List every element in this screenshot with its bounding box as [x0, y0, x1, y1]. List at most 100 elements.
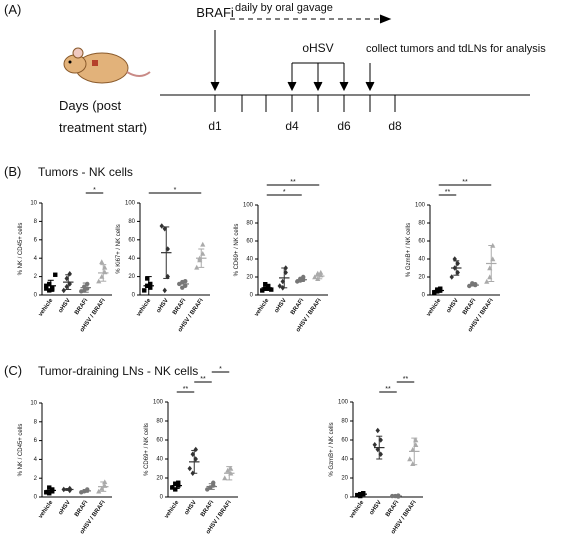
data-point: [355, 492, 360, 498]
x-tick-label: oHSV: [58, 298, 72, 315]
panel-title: Tumors - NK cells: [38, 165, 133, 179]
y-tick-label: 0: [160, 495, 164, 501]
significance-label: **: [445, 189, 451, 196]
panel-title: Tumor-draining LNs - NK cells: [38, 364, 198, 378]
y-tick-label: 0: [250, 293, 254, 299]
x-tick-label: BRAFi: [74, 499, 90, 518]
mouse-icon: [63, 47, 151, 84]
ohsv-label: oHSV: [302, 41, 333, 55]
data-point: [263, 282, 268, 287]
y-tick-label: 80: [128, 219, 135, 225]
y-tick-label: 100: [153, 400, 164, 406]
daily-label: daily by oral gavage: [235, 2, 333, 14]
y-tick-label: 60: [156, 438, 163, 444]
y-axis-label: % GzmB+ / NK cells: [329, 422, 335, 476]
y-tick-label: 20: [128, 274, 135, 280]
panel-label: (A): [4, 2, 21, 17]
x-tick-label: oHSV: [446, 298, 460, 315]
data-point: [162, 287, 167, 294]
y-tick-label: 60: [128, 237, 135, 243]
data-point: [193, 456, 198, 462]
data-point: [484, 278, 490, 284]
data-point: [193, 446, 198, 453]
data-point: [269, 287, 274, 292]
dot-plot: 0 20 40 60 80 100 % CD69+ / NK cells vehicle oHS…: [234, 179, 328, 333]
x-tick-label: oHSV: [369, 500, 383, 517]
days-label: Days (post: [59, 98, 122, 113]
x-tick-label: oHSV: [58, 500, 72, 517]
y-tick-label: 80: [246, 221, 253, 227]
data-point: [96, 278, 102, 284]
data-point: [312, 274, 318, 280]
y-tick-label: 100: [338, 400, 349, 406]
data-point: [449, 274, 454, 280]
y-axis-label: % NK / CD45+ cells: [18, 223, 24, 276]
data-point: [190, 451, 195, 458]
y-axis-label: % CD69+ / NK cells: [144, 423, 150, 476]
significance-label: *: [283, 189, 286, 196]
data-point: [99, 259, 105, 265]
y-tick-label: 40: [128, 256, 135, 262]
data-point: [44, 490, 49, 495]
x-tick-label: oHSV: [156, 298, 170, 315]
dot-plot: 0 2 4 6 8 10 % NK / CD45+ cells vehicle oHSV BRAF…: [18, 187, 112, 333]
data-point: [53, 272, 58, 277]
data-point: [173, 481, 178, 486]
dot-plot: 0 20 40 60 80 100 % GzmB+ / NK cells vehicle oHS…: [329, 376, 423, 535]
x-tick-label: BRAFi: [290, 297, 306, 316]
y-tick-label: 100: [415, 203, 426, 209]
y-tick-label: 20: [156, 476, 163, 482]
significance-label: *: [93, 187, 96, 194]
x-tick-label: BRAFi: [462, 297, 478, 316]
y-axis-label: % CD69+ / NK cells: [234, 224, 240, 277]
y-tick-label: 0: [345, 495, 349, 501]
y-tick-label: 0: [34, 495, 38, 501]
y-tick-label: 40: [246, 257, 253, 263]
y-tick-label: 10: [30, 401, 37, 407]
collect-label: collect tumors and tdLNs for analysis: [366, 43, 546, 55]
data-point: [277, 283, 282, 289]
data-point: [142, 288, 147, 293]
x-tick-label: BRAFi: [172, 297, 188, 316]
data-point: [432, 290, 437, 295]
y-tick-label: 100: [243, 203, 254, 209]
x-tick-label: vehicle: [164, 499, 181, 520]
data-point: [170, 485, 175, 490]
data-point: [194, 264, 200, 270]
y-tick-label: 6: [34, 438, 38, 444]
data-point: [148, 285, 153, 290]
data-point: [200, 241, 206, 247]
x-tick-label: vehicle: [136, 297, 153, 318]
data-point: [47, 281, 52, 287]
significance-label: **: [290, 179, 296, 186]
y-tick-label: 20: [246, 275, 253, 281]
significance-label: **: [385, 386, 391, 393]
y-tick-label: 0: [34, 293, 38, 299]
day-label: d8: [388, 119, 402, 133]
data-point: [96, 488, 102, 494]
x-tick-label: vehicle: [254, 297, 271, 318]
timeline: [160, 14, 530, 112]
y-tick-label: 0: [422, 293, 426, 299]
day-label: d1: [208, 119, 222, 133]
data-point: [44, 286, 49, 291]
data-point: [435, 289, 440, 294]
days-label: treatment start): [59, 120, 147, 135]
y-axis-label: % NK / CD45+ cells: [18, 424, 24, 477]
y-tick-label: 60: [418, 239, 425, 245]
y-tick-label: 4: [34, 256, 38, 262]
x-tick-label: vehicle: [38, 297, 55, 318]
y-tick-label: 40: [156, 457, 163, 463]
data-point: [407, 456, 413, 462]
significance-label: *: [219, 366, 222, 373]
day-label: d4: [285, 119, 299, 133]
y-tick-label: 40: [341, 457, 348, 463]
dot-plot: 0 2 4 6 8 10 % NK / CD45+ cells vehicle oHSV BRAF…: [18, 401, 112, 535]
data-point: [165, 246, 170, 252]
y-tick-label: 0: [132, 293, 136, 299]
significance-label: **: [462, 179, 468, 186]
x-tick-label: BRAFi: [74, 297, 90, 316]
x-tick-label: vehicle: [349, 499, 366, 520]
data-point: [187, 465, 192, 472]
data-point: [165, 273, 170, 280]
